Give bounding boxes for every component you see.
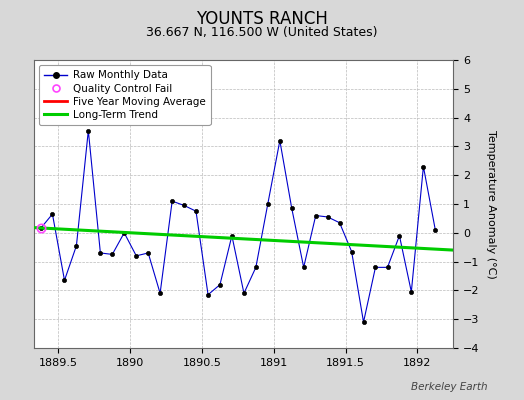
Text: YOUNTS RANCH: YOUNTS RANCH [196, 10, 328, 28]
Text: 36.667 N, 116.500 W (United States): 36.667 N, 116.500 W (United States) [146, 26, 378, 39]
Legend: Raw Monthly Data, Quality Control Fail, Five Year Moving Average, Long-Term Tren: Raw Monthly Data, Quality Control Fail, … [39, 65, 211, 125]
Y-axis label: Temperature Anomaly (°C): Temperature Anomaly (°C) [486, 130, 496, 278]
Text: Berkeley Earth: Berkeley Earth [411, 382, 487, 392]
